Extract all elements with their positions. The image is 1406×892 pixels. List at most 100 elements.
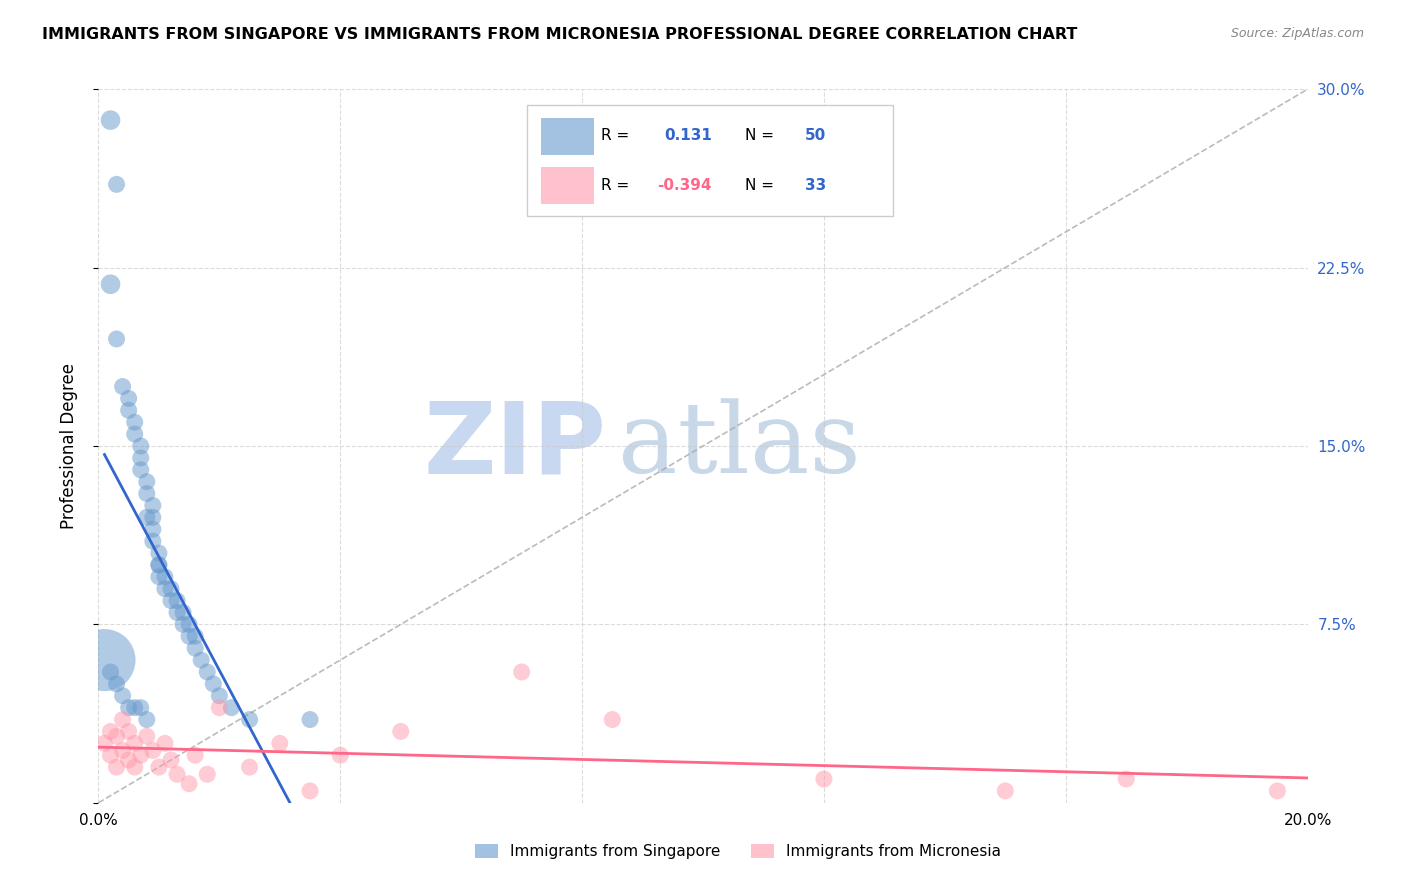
Point [208,689,231,703]
Point [602,713,624,727]
Point [105,332,128,346]
Point [166,593,188,607]
Point [118,392,141,406]
Point [994,784,1017,798]
Point [166,606,188,620]
Legend: Immigrants from Singapore, Immigrants from Micronesia: Immigrants from Singapore, Immigrants fr… [470,838,1007,865]
Text: N =: N = [745,178,775,193]
Point [208,700,231,714]
Point [124,736,146,750]
Point [100,665,122,679]
Point [153,570,176,584]
Text: atlas: atlas [619,398,860,494]
Point [142,499,165,513]
Point [172,617,194,632]
Point [195,665,218,679]
Point [239,713,262,727]
Point [135,486,157,500]
Point [1115,772,1137,786]
Point [160,753,183,767]
Point [124,700,146,714]
Point [118,700,141,714]
Point [124,760,146,774]
Point [118,753,141,767]
Text: Source: ZipAtlas.com: Source: ZipAtlas.com [1230,27,1364,40]
Point [190,653,212,667]
Point [111,379,134,393]
Point [142,522,165,536]
FancyBboxPatch shape [541,118,593,155]
Text: -0.394: -0.394 [657,178,711,193]
Point [389,724,412,739]
Text: IMMIGRANTS FROM SINGAPORE VS IMMIGRANTS FROM MICRONESIA PROFESSIONAL DEGREE CORR: IMMIGRANTS FROM SINGAPORE VS IMMIGRANTS … [42,27,1077,42]
Point [135,475,157,489]
Point [142,743,165,757]
FancyBboxPatch shape [541,167,593,204]
Point [142,510,165,524]
Point [166,767,188,781]
Point [221,700,243,714]
Point [269,736,291,750]
Point [148,558,170,572]
Point [142,534,165,549]
Point [179,617,201,632]
Point [148,558,170,572]
Point [179,629,201,643]
Point [100,113,122,128]
Point [111,689,134,703]
Point [105,178,128,192]
Point [135,713,157,727]
Text: 50: 50 [804,128,827,144]
Text: 0.131: 0.131 [665,128,713,144]
Y-axis label: Professional Degree: Professional Degree [59,363,77,529]
Text: R =: R = [602,178,630,193]
Point [184,641,207,656]
Point [148,546,170,560]
Point [510,665,533,679]
Point [299,713,322,727]
Point [148,570,170,584]
Point [100,277,122,292]
Point [160,593,183,607]
Text: R =: R = [602,128,630,144]
Point [105,729,128,743]
Point [329,748,352,763]
Point [105,760,128,774]
Point [93,736,115,750]
Point [129,450,152,465]
Point [172,606,194,620]
Point [111,713,134,727]
Point [118,403,141,417]
Point [148,760,170,774]
Point [124,427,146,442]
Point [153,582,176,596]
Point [129,700,152,714]
Point [202,677,225,691]
Point [153,736,176,750]
Point [184,629,207,643]
Point [184,748,207,763]
Point [299,784,322,798]
Point [239,760,262,774]
Point [105,677,128,691]
Point [135,510,157,524]
Point [1267,784,1289,798]
Point [93,653,115,667]
Point [813,772,835,786]
Point [129,463,152,477]
Point [195,767,218,781]
FancyBboxPatch shape [527,105,893,216]
Point [100,724,122,739]
Text: N =: N = [745,128,775,144]
Text: 33: 33 [804,178,827,193]
Point [118,724,141,739]
Text: ZIP: ZIP [423,398,606,494]
Point [160,582,183,596]
Point [129,439,152,453]
Point [179,777,201,791]
Point [100,748,122,763]
Point [111,743,134,757]
Point [124,415,146,429]
Point [135,729,157,743]
Point [129,748,152,763]
